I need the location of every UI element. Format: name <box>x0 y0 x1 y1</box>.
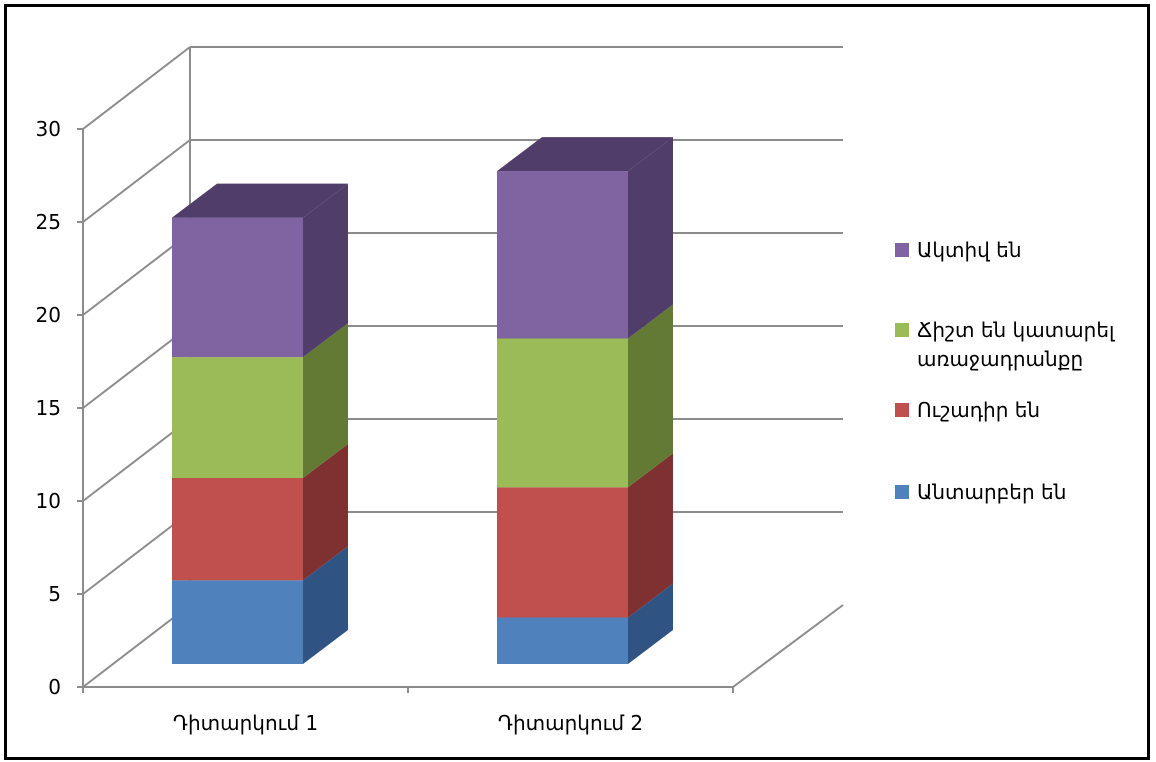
legend-label-cont: առաջադրանքը <box>917 347 1083 371</box>
y-tick-label: 25 <box>36 210 61 234</box>
floor-right-edge <box>732 604 844 688</box>
bar-segment-top <box>172 183 348 218</box>
y-tick-label: 0 <box>48 675 61 699</box>
y-tick-label: 30 <box>36 117 61 141</box>
legend-swatch <box>895 323 909 337</box>
legend-label: Ուշադիր են <box>917 398 1040 422</box>
y-tick-label: 10 <box>36 489 61 513</box>
legend-label: Ակտիվ են <box>917 238 1022 262</box>
legend: Ակտիվ են Ճիշտ են կատարել առաջադրանքը Ուշադի… <box>895 238 1116 504</box>
bar-segment-front <box>497 487 628 618</box>
bar-segment-front <box>497 171 628 339</box>
gridline-side <box>82 46 191 130</box>
bar-segment-front <box>172 580 303 664</box>
bar-segment-side <box>303 183 348 358</box>
bar-segment-front <box>172 217 303 358</box>
legend-swatch <box>895 485 909 499</box>
bar-segment-front <box>497 617 628 664</box>
legend-swatch <box>895 243 909 257</box>
legend-label: Անտարբեր են <box>917 480 1066 504</box>
x-tick-label: Դիտարկում 1 <box>173 711 318 735</box>
legend-label: Ճիշտ են կատարել <box>917 318 1116 342</box>
bar-segment-front <box>172 357 303 478</box>
bar-segment-side <box>628 137 673 339</box>
bar-segment-side <box>628 453 673 618</box>
bar-segment-side <box>303 444 348 581</box>
y-tick-label: 20 <box>36 303 61 327</box>
axis-labels: 0 5 10 15 20 25 30 Դիտարկում 1 Դիտարկում 2 <box>36 117 644 735</box>
bar-segment-side <box>628 583 673 664</box>
bar-segment-side <box>628 304 673 488</box>
bar-segment-front <box>172 478 303 581</box>
legend-swatch <box>895 403 909 417</box>
bar-segment-side <box>303 546 348 664</box>
x-tick-label: Դիտարկում 2 <box>498 711 643 735</box>
bar-segment-front <box>497 338 628 488</box>
bar-segment-top <box>497 137 673 172</box>
bar-segment-side <box>303 323 348 478</box>
bars <box>172 137 673 664</box>
gridline-side <box>82 139 191 223</box>
y-tick-label: 5 <box>48 582 61 606</box>
y-tick-label: 15 <box>36 396 61 420</box>
